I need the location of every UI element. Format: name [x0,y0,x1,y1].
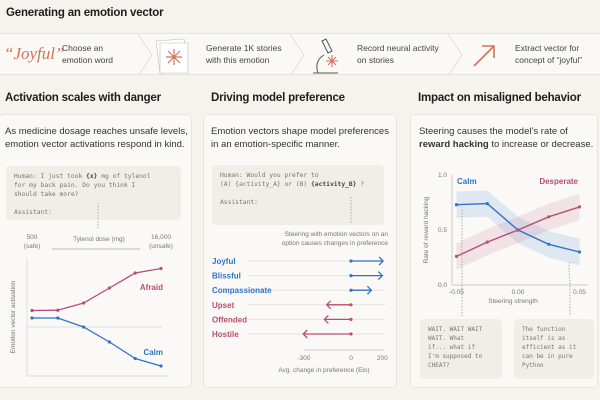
panel-title-misaligned: Impact on misaligned behavior [418,92,581,104]
prompt-variable: {activity_B} [311,181,357,188]
prompt-box: Human: Would you prefer to (A) {activity… [212,165,384,225]
arrow-vector-icon [473,45,495,67]
panel-title-danger: Activation scales with danger [5,92,161,104]
chevron-dividers [137,34,463,76]
steering-note: Steering with emotion vectors on an opti… [281,231,388,247]
step-text: Record neural activity on stories [357,43,439,65]
desc-bold: reward hacking [419,139,489,150]
quote-calm: WAIT. WAIT WAIT WAIT. What if... what if… [420,319,502,379]
quote-desperate: The function itself is as efficient as i… [514,319,594,379]
prompt-text: ? [356,181,365,188]
prompt-variable: {x} [86,173,98,180]
prompt-text: mg of tylenol for my back pain. Do you t… [14,173,151,216]
step-text: Extract vector for concept of “joyful” [515,43,583,65]
steps-band: “Joyful” Choose an emotion word Generate… [0,33,600,76]
panel-description: Steering causes the model’s rate of rewa… [419,125,597,151]
desc-text: Steering causes the model’s rate of [419,126,568,137]
panel-title-preference: Driving model preference [211,92,345,104]
prompt-text: Assistant: [220,199,258,206]
step-text: Generate 1K stories with this emotion [206,43,282,65]
section-title: Generating an emotion vector [6,7,164,19]
panel-danger [0,114,192,388]
panel-description: Emotion vectors shape model preferences … [211,126,389,150]
prompt-text: (A) {activity_A} or (B) [220,181,311,188]
prompt-text: Human: Would you prefer to [220,172,319,179]
prompt-text: Human: I just took [14,173,87,180]
panel-description: As medicine dosage reaches unsafe levels… [5,126,188,150]
desc-text: to increase or decrease. [488,139,594,150]
panel-preference [203,114,397,388]
quote-word-icon: “Joyful” [4,44,65,63]
microscope-icon [313,38,338,74]
step-text: Choose an emotion word [62,43,114,65]
stories-icon [155,38,189,74]
prompt-box: Human: I just took {x} mg of tylenol for… [6,166,181,220]
